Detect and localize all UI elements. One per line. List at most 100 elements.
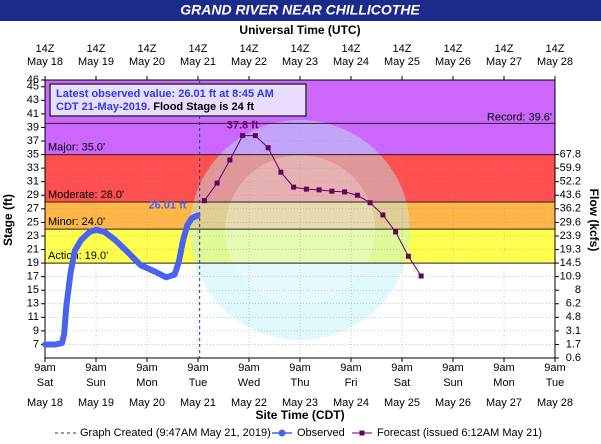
x-axis-title: Site Time (CDT)	[255, 408, 344, 422]
y-tick-label: 15	[27, 284, 39, 296]
record-label: Record: 39.6'	[487, 111, 552, 123]
x-tick-day: Wed	[238, 377, 260, 389]
x-tick-day: Sat	[394, 377, 411, 389]
forecast-point	[227, 157, 233, 163]
annotation-box	[49, 83, 307, 117]
x-tick-date: May 19	[78, 397, 114, 409]
title-bar	[0, 0, 601, 21]
x-tick-label: 9am	[34, 362, 55, 374]
x-tick-date: May 22	[231, 397, 267, 409]
x2-tick-label: 14Z	[291, 43, 310, 55]
legend-swatch	[359, 430, 365, 436]
x-tick-date: May 26	[435, 397, 471, 409]
forecast-point	[291, 184, 297, 190]
x-tick-day: Tue	[546, 377, 565, 389]
forecast-point	[329, 188, 335, 194]
flood-label: Minor: 24.0'	[48, 216, 105, 228]
legend-label: Observed	[297, 427, 345, 439]
x-tick-day: Thu	[291, 377, 310, 389]
x-tick-date: May 27	[486, 397, 522, 409]
legend-label: Graph Created (9:47AM May 21, 2019)	[80, 427, 271, 439]
y2-tick-label: 59.9	[560, 162, 581, 174]
y-tick-label: 46	[27, 74, 39, 86]
y-tick-label: 29	[27, 189, 39, 201]
x2-tick-date: May 22	[231, 56, 267, 68]
x2-tick-date: May 23	[282, 56, 318, 68]
y-tick-label: 35	[27, 148, 39, 160]
x2-tick-date: May 27	[486, 56, 522, 68]
flood-label: Major: 35.0'	[48, 141, 105, 153]
x2-tick-date: May 24	[333, 56, 369, 68]
y2-tick-label: 23.9	[560, 230, 581, 242]
y2-tick-label: 14.5	[560, 257, 581, 269]
x2-tick-label: 14Z	[87, 43, 106, 55]
forecast-point	[418, 273, 424, 279]
x-tick-date: May 20	[129, 397, 165, 409]
forecast-point	[214, 180, 220, 186]
y-tick-label: 27	[27, 203, 39, 215]
x-tick-date: May 28	[537, 397, 573, 409]
x2-tick-label: 14Z	[546, 43, 565, 55]
flood-label: Moderate: 28.0'	[48, 189, 124, 201]
y-tick-label: 11	[28, 311, 39, 323]
legend-label: Forecast (issued 6:12AM May 21)	[377, 427, 542, 439]
y-tick-label: 13	[27, 298, 39, 310]
x-tick-label: 9am	[289, 362, 310, 374]
y-tick-label: 17	[27, 271, 39, 283]
y-tick-label: 31	[27, 176, 39, 188]
y2-tick-label: 3.1	[566, 325, 581, 337]
y2-tick-label: 43.6	[560, 189, 581, 201]
y-tick-label: 43	[27, 94, 39, 106]
x-tick-date: May 23	[282, 397, 318, 409]
y-tick-label: 21	[27, 243, 39, 255]
y2-tick-label: 6.2	[566, 298, 581, 310]
x2-tick-date: May 21	[180, 56, 216, 68]
x-tick-date: May 25	[384, 397, 420, 409]
flood-label: Action: 19.0'	[48, 250, 108, 262]
x2-tick-label: 14Z	[444, 43, 463, 55]
forecast-point	[405, 253, 411, 259]
x-tick-label: 9am	[136, 362, 157, 374]
y-tick-label: 19	[27, 257, 39, 269]
forecast-point	[393, 229, 399, 235]
forecast-point	[265, 145, 271, 151]
y2-tick-label: 1.7	[566, 338, 581, 350]
forecast-point	[240, 133, 246, 139]
forecast-point	[252, 133, 258, 139]
x2-tick-date: May 28	[537, 56, 573, 68]
y2-tick-label: 36.2	[560, 203, 581, 215]
x-tick-label: 9am	[187, 362, 208, 374]
chart-title: GRAND RIVER NEAR CHILLICOTHE	[180, 2, 420, 18]
value-label: 37.8 ft	[227, 120, 259, 132]
y-tick-label: 7	[33, 338, 39, 350]
y-tick-label: 37	[27, 135, 39, 147]
x2-tick-label: 14Z	[138, 43, 157, 55]
forecast-point	[342, 189, 348, 195]
x2-tick-date: May 20	[129, 56, 165, 68]
y-tick-label: 23	[27, 230, 39, 242]
y2-tick-label: 52.2	[560, 176, 581, 188]
top-axis-title: Universal Time (UTC)	[239, 23, 360, 37]
x2-tick-label: 14Z	[189, 43, 208, 55]
y-tick-label: 33	[27, 162, 39, 174]
x-tick-date: May 18	[27, 397, 63, 409]
x-tick-date: May 21	[180, 397, 216, 409]
x2-tick-label: 14Z	[342, 43, 361, 55]
x2-tick-date: May 26	[435, 56, 471, 68]
annotation-flood-stage: Flood Stage is 24 ft	[153, 101, 254, 113]
x2-tick-date: May 25	[384, 56, 420, 68]
x2-tick-label: 14Z	[240, 43, 259, 55]
forecast-point	[367, 200, 373, 206]
y-tick-label: 41	[27, 108, 39, 120]
observed-line	[42, 212, 201, 348]
y-tick-label: 39	[27, 121, 39, 133]
y2-tick-label: 4.8	[566, 311, 581, 323]
x-tick-day: Mon	[136, 377, 157, 389]
x-tick-label: 9am	[544, 362, 565, 374]
x-tick-label: 9am	[442, 362, 463, 374]
x-tick-day: Sun	[443, 377, 463, 389]
x-tick-day: Tue	[189, 377, 208, 389]
x-tick-label: 9am	[85, 362, 106, 374]
x-tick-day: Fri	[345, 377, 358, 389]
